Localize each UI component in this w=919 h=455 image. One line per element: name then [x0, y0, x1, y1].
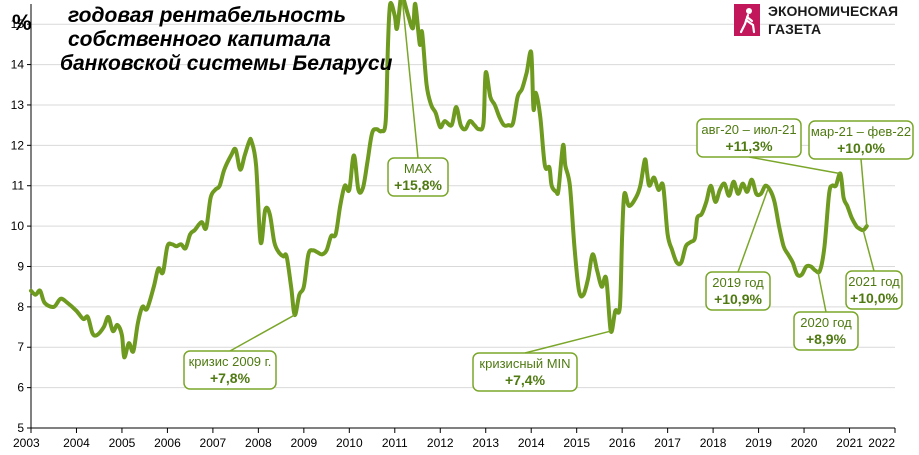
- annotation-value: +8,9%: [806, 331, 847, 347]
- annotation-pointer: [862, 229, 875, 272]
- annotation-box: [705, 271, 771, 311]
- annotation-callout: мар-21 – фев-22+10,0%: [808, 120, 914, 227]
- brand-name-line-2: ГАЗЕТА: [768, 21, 821, 37]
- y-tick-label: 9: [17, 259, 24, 273]
- annotation-callout: кризис 2009 г.+7,8%: [183, 314, 296, 390]
- x-tick-label: 2019: [745, 436, 772, 450]
- x-tick-label: 2016: [609, 436, 636, 450]
- y-tick-label: 10: [11, 219, 25, 233]
- x-tick-label: 2021: [836, 436, 863, 450]
- x-tick-label: 2012: [427, 436, 454, 450]
- logo-figure-body: [739, 13, 756, 34]
- annotation-pointer: [524, 330, 611, 354]
- y-tick-label: 5: [17, 421, 24, 435]
- annotation-box: [472, 352, 578, 392]
- annotation-pointer: [737, 189, 769, 273]
- annotation-value: +10,0%: [837, 140, 885, 156]
- annotation-label: 2020 год: [800, 315, 852, 330]
- x-tick-label: 2006: [154, 436, 181, 450]
- gridlines: [31, 23, 895, 389]
- annotation-label: кризис 2009 г.: [189, 354, 272, 369]
- annotation-value: +7,8%: [210, 370, 251, 386]
- annotation-pointer: [860, 158, 868, 227]
- annotation-pointer: [816, 270, 827, 313]
- x-axis-ticks: 2003 2004 2005 2006 2007 2008 2009 2010 2011 2012…: [13, 428, 896, 450]
- annotation-value: +10,9%: [714, 291, 762, 307]
- x-tick-label: 2017: [654, 436, 681, 450]
- x-tick-label: 2014: [518, 436, 545, 450]
- x-tick-label: 2009: [290, 436, 317, 450]
- x-tick-label: 2010: [336, 436, 363, 450]
- annotation-value: +10,0%: [850, 290, 898, 306]
- chart-title-line-1: годовая рентабельность: [68, 4, 346, 27]
- brand-name-line-1: ЭКОНОМИЧЕСКАЯ: [768, 3, 898, 19]
- x-tick-label: 2020: [791, 436, 818, 450]
- series-line-group: [29, 0, 869, 360]
- x-tick-label: 2007: [200, 436, 227, 450]
- chart-title-line-2: собственного капитала: [68, 28, 331, 51]
- annotation-pointer: [748, 156, 841, 175]
- annotation-box: [183, 350, 277, 390]
- annotation-label: мар-21 – фев-22: [811, 124, 911, 139]
- y-tick-label: 7: [17, 340, 24, 354]
- brand-logo: ЭКОНОМИЧЕСКАЯ ГАЗЕТА: [734, 3, 898, 37]
- annotation-pointer: [401, 0, 419, 159]
- y-tick-label: 6: [17, 381, 24, 395]
- x-tick-label: 2022: [868, 436, 895, 450]
- x-tick-label: 2015: [563, 436, 590, 450]
- logo-figure-head: [746, 8, 752, 14]
- y-tick-label: 12: [11, 138, 25, 152]
- axes: [30, 4, 895, 429]
- y-axis-ticks: 5 6 7 8 9 10 11 12 13 14 15: [11, 17, 31, 435]
- annotation-label: 2019 год: [712, 275, 764, 290]
- annotation-box: [808, 120, 914, 160]
- annotation-label: кризисный MIN: [479, 356, 570, 371]
- x-tick-label: 2005: [109, 436, 136, 450]
- annotation-callout: кризисный MIN+7,4%: [472, 330, 611, 392]
- annotation-box: [387, 157, 449, 197]
- annotation-box: [793, 311, 859, 351]
- y-tick-label: 14: [11, 58, 25, 72]
- annotation-value: +11,3%: [725, 138, 773, 154]
- y-tick-label: 11: [12, 179, 25, 193]
- annotations: кризис 2009 г.+7,8% MAX+15,8% кризисный MI…: [183, 0, 914, 392]
- annotation-label: авг-20 – июл-21: [701, 122, 796, 137]
- chart-title-line-3: банковской системы Беларуси: [60, 52, 393, 75]
- series-line: [29, 0, 869, 360]
- x-tick-label: 2013: [472, 436, 499, 450]
- annotation-callout: 2020 год+8,9%: [793, 270, 859, 351]
- y-tick-label: 15: [11, 17, 25, 31]
- annotation-value: +15,8%: [394, 177, 442, 193]
- annotation-callout: 2021 год+10,0%: [845, 229, 903, 310]
- annotation-label: MAX: [404, 161, 433, 176]
- annotation-callout: MAX+15,8%: [387, 0, 449, 197]
- y-tick-label: 13: [11, 98, 25, 112]
- x-tick-label: 2008: [245, 436, 272, 450]
- y-unit-label: %: [12, 10, 32, 35]
- x-tick-label: 2011: [382, 436, 408, 450]
- annotation-box: [845, 270, 903, 310]
- y-tick-label: 8: [17, 300, 24, 314]
- annotation-value: +7,4%: [505, 372, 546, 388]
- x-tick-label: 2004: [63, 436, 90, 450]
- annotation-callout: 2019 год+10,9%: [705, 189, 771, 311]
- x-tick-label: 2003: [13, 436, 40, 450]
- x-tick-label: 2018: [700, 436, 727, 450]
- annotation-label: 2021 год: [848, 274, 900, 289]
- annotation-pointer: [229, 314, 296, 352]
- annotation-callout: авг-20 – июл-21+11,3%: [696, 118, 841, 175]
- annotation-box: [696, 118, 802, 158]
